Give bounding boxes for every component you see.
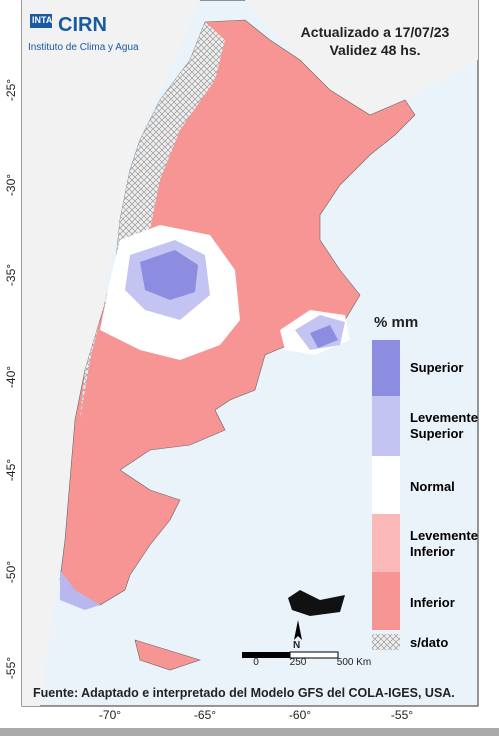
legend-label: Levemente Superior <box>410 410 478 441</box>
legend-swatch <box>372 340 400 396</box>
update-date: Actualizado a 17/07/23 <box>300 24 450 40</box>
lat-tick-label: -45° <box>4 458 18 482</box>
legend-title: % mm <box>374 314 419 331</box>
tierra-del-fuego <box>134 639 201 671</box>
legend-swatch <box>372 396 400 456</box>
neighbors <box>245 0 478 115</box>
lat-tick-label: -50° <box>4 560 18 584</box>
bottom-bar <box>0 728 499 736</box>
chile <box>22 0 200 706</box>
legend-label: Normal <box>410 479 455 494</box>
validity: Validez 48 hs. <box>329 42 421 58</box>
lat-tick-label: -35° <box>4 263 18 287</box>
scale-bar <box>242 652 290 658</box>
legend-swatch <box>372 514 400 572</box>
slightly-above-area <box>60 570 100 610</box>
scale-label: 500 Km <box>336 657 372 668</box>
lon-tick-label: -65° <box>193 708 217 722</box>
lon-tick-label: -60° <box>288 708 312 722</box>
logo-box <box>30 14 52 28</box>
lat-tick-label: -40° <box>4 365 18 389</box>
logo-inta: INTA <box>32 15 53 25</box>
legend-label: Levemente Inferior <box>410 528 478 559</box>
legend-label: s/dato <box>410 635 449 650</box>
above-area <box>140 250 198 300</box>
scale-bar <box>289 651 339 659</box>
no-data-area <box>80 22 225 420</box>
footer: Fuente: Adaptado e interpretado del Mode… <box>33 686 455 700</box>
legend-label: Superior <box>410 360 464 375</box>
legend-swatch <box>372 456 400 514</box>
scale-label: 250 <box>289 657 307 668</box>
legend-swatch <box>372 634 400 650</box>
logo-cirn: CIRN <box>58 14 107 36</box>
north-arrow <box>294 620 302 640</box>
logo-institute: Instituto de Clima y Agua <box>28 42 139 53</box>
above-area <box>310 325 338 348</box>
legend-swatch <box>372 572 400 630</box>
lat-tick-label: -25° <box>4 78 18 102</box>
malvinas <box>288 590 345 616</box>
north-label: N <box>293 640 301 651</box>
lon-tick-label: -70° <box>98 708 122 722</box>
scale-label: 0 <box>253 657 259 668</box>
lat-tick-label: -55° <box>4 656 18 680</box>
legend-label: Inferior <box>410 595 455 610</box>
lon-tick-label: -55° <box>390 708 414 722</box>
lat-tick-label: -30° <box>4 173 18 197</box>
